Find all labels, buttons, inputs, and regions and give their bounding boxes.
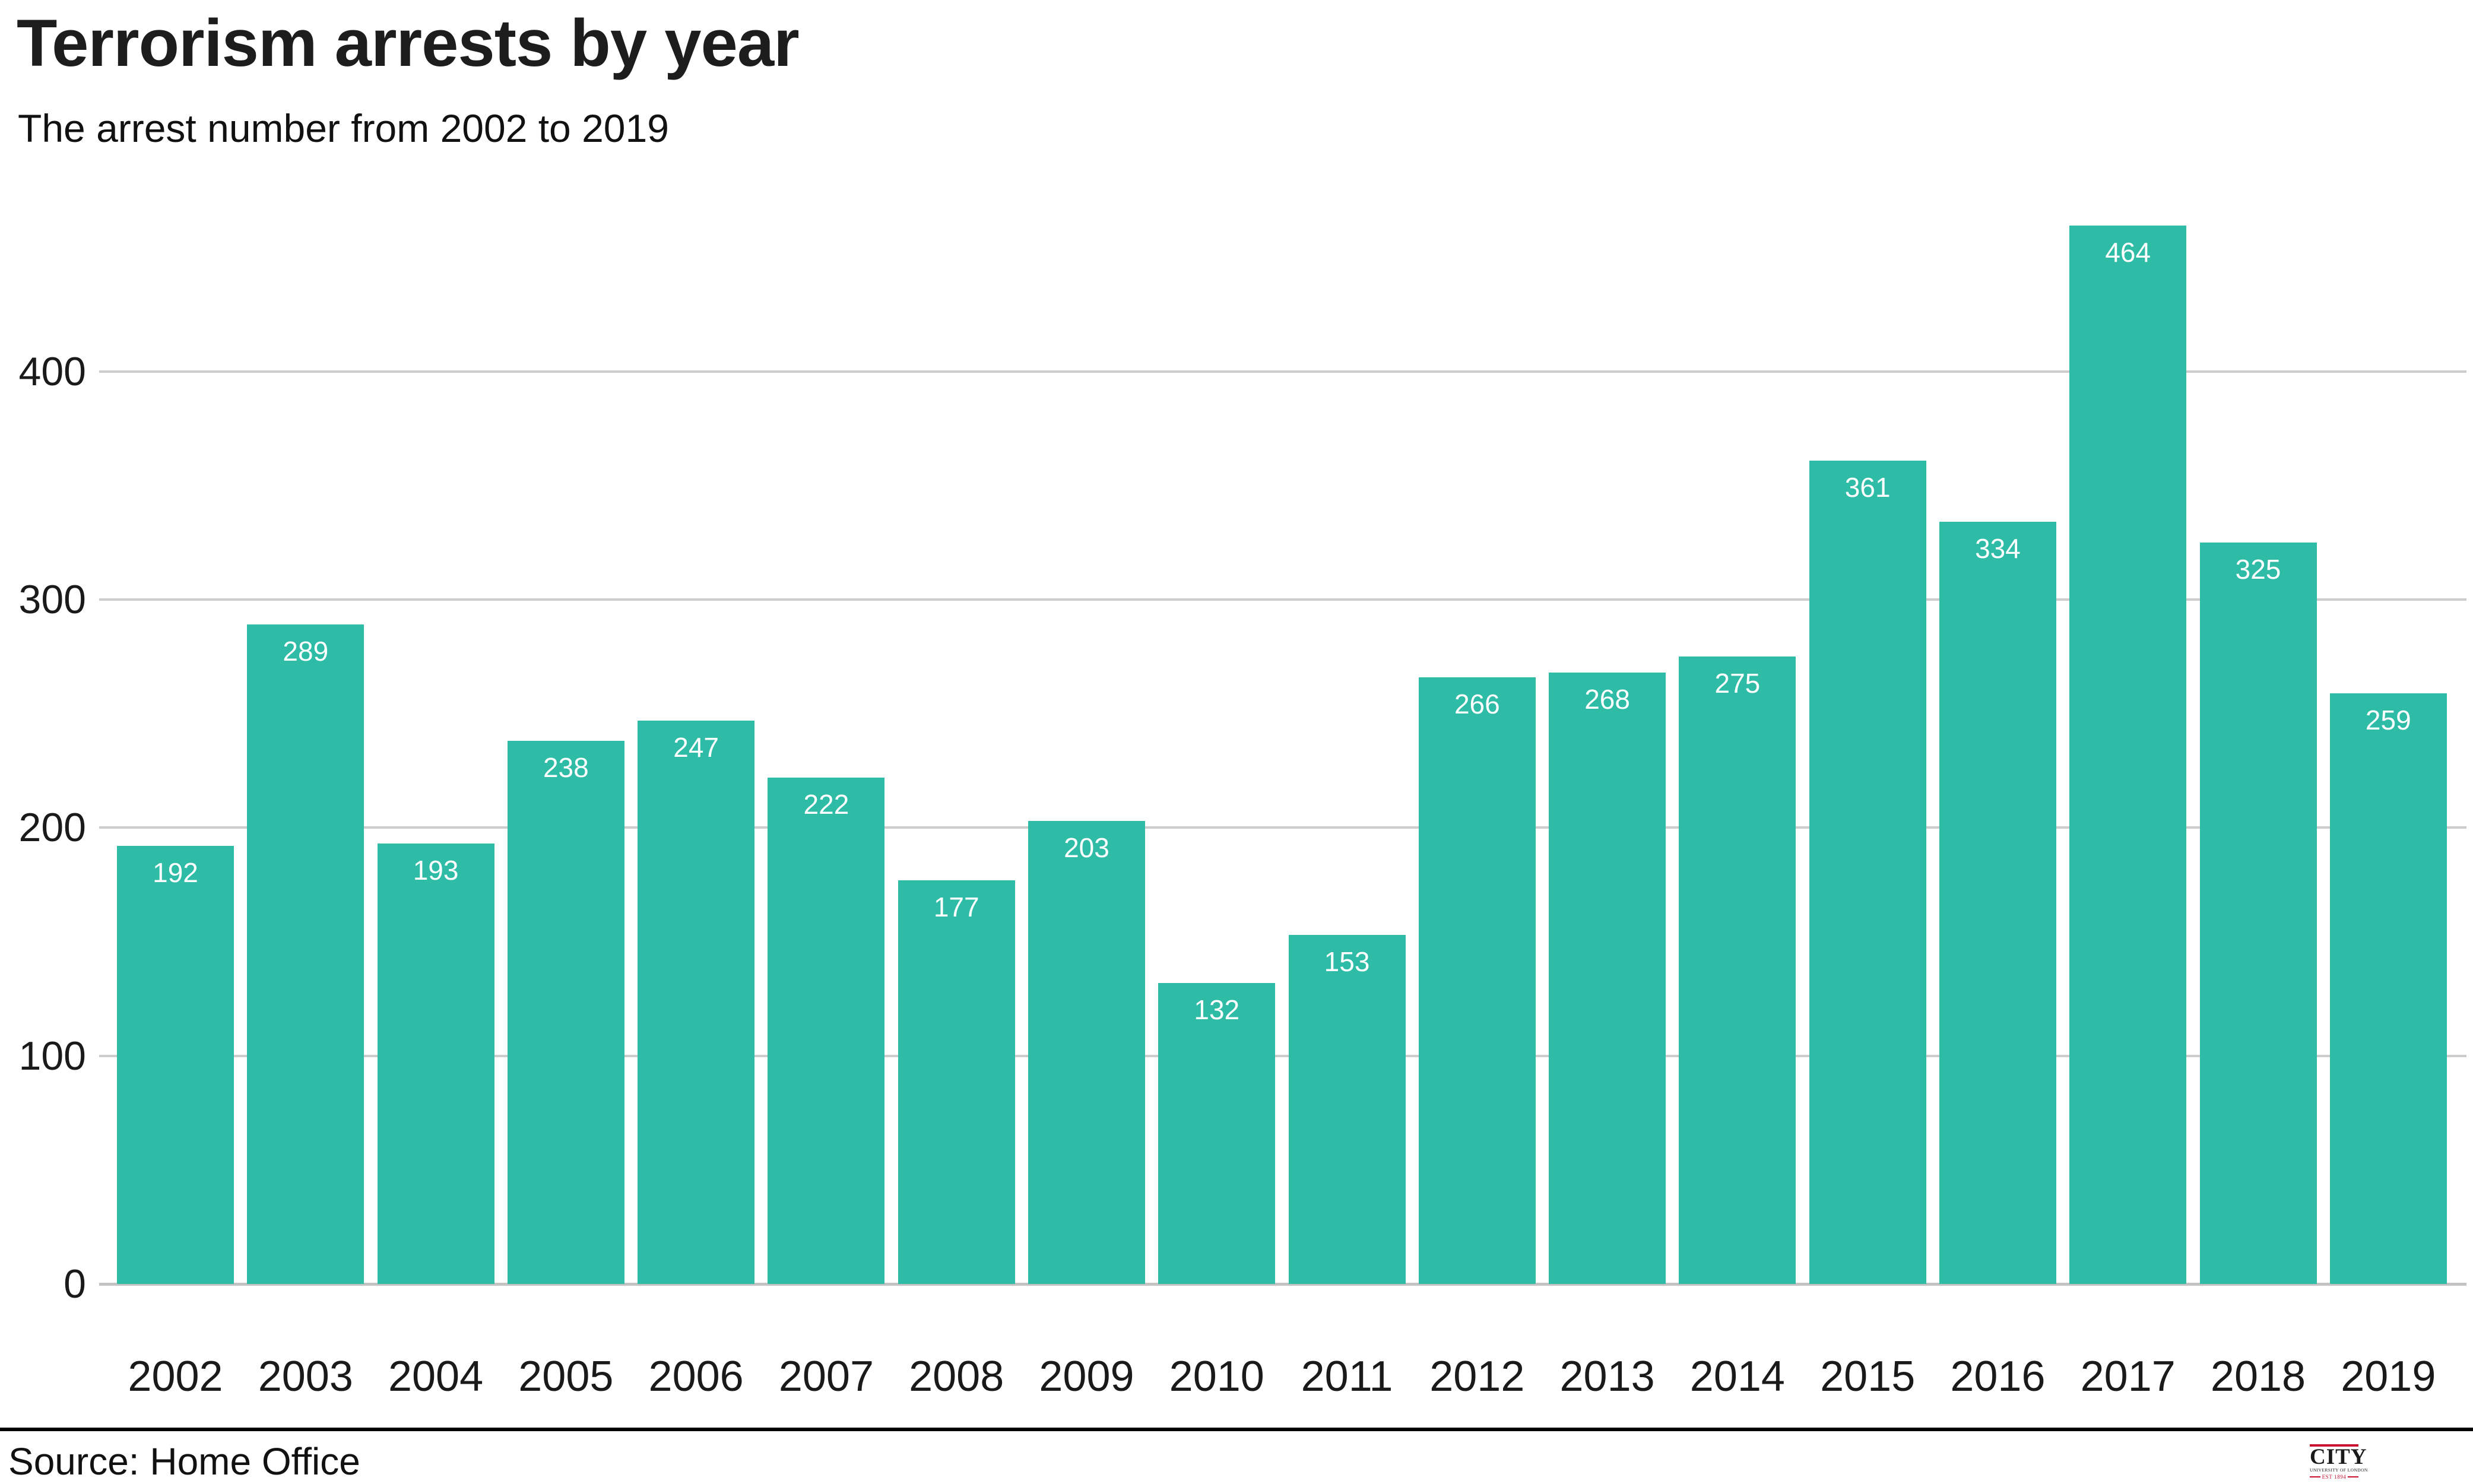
logo-top-rule: [2310, 1444, 2358, 1447]
x-tick-label-2006: 2006: [648, 1353, 744, 1400]
gridline-400: [99, 370, 2466, 373]
bar-value-label-2011: 153: [1324, 946, 1370, 977]
y-tick-label-0: 0: [64, 1261, 86, 1307]
bar-value-label-2010: 132: [1194, 994, 1240, 1025]
logo-wordmark: CITY: [2310, 1445, 2367, 1469]
bar-2019: 259: [2329, 693, 2447, 1284]
chart-title: Terrorism arrests by year: [17, 6, 800, 80]
x-tick-label-2016: 2016: [1950, 1353, 2046, 1400]
footer-divider-line: [0, 1428, 2473, 1431]
bar-value-label-2002: 192: [153, 857, 198, 888]
bar-2002: 192: [117, 846, 234, 1284]
bar-value-label-2017: 464: [2105, 237, 2151, 268]
bar-2004: 193: [377, 844, 494, 1284]
x-axis-tick-labels: 2002 2003 2004 2005 2006 2007 2008 2009 2010 2011…: [117, 1352, 2447, 1401]
bar-2018: 325: [2199, 543, 2317, 1284]
y-tick-label-400: 400: [18, 348, 86, 394]
bar-2009: 203: [1028, 821, 1145, 1284]
bar-2015: 361: [1809, 461, 1926, 1284]
bar-2014: 275: [1679, 657, 1796, 1284]
bar-value-label-2008: 177: [933, 892, 979, 922]
x-tick-label-2013: 2013: [1559, 1353, 1655, 1400]
gridline-100: [99, 1054, 2466, 1057]
bar-value-label-2006: 247: [673, 732, 719, 763]
logo-est-row: EST 1894: [2310, 1474, 2359, 1480]
bar-value-label-2005: 238: [543, 752, 589, 783]
bar-2017: 464: [2069, 226, 2187, 1284]
x-tick-label-2012: 2012: [1429, 1353, 1525, 1400]
gridline-0: [99, 1283, 2466, 1286]
logo-est-dash-left: [2310, 1476, 2320, 1477]
bar-value-label-2018: 325: [2235, 554, 2281, 585]
x-tick-label-2018: 2018: [2210, 1353, 2306, 1400]
bar-value-label-2004: 193: [413, 855, 459, 886]
bar-2016: 334: [1939, 522, 2056, 1284]
city-university-logo: CITY UNIVERSITY OF LONDON EST 1894: [2310, 1444, 2368, 1480]
bar-value-label-2009: 203: [1064, 832, 1109, 863]
bar-series: 192 289 193 238 247 222 177 203 132 153 266 268 275 3…: [117, 226, 2447, 1284]
x-tick-label-2008: 2008: [909, 1353, 1004, 1400]
x-tick-label-2019: 2019: [2341, 1353, 2436, 1400]
gridline-200: [99, 826, 2466, 829]
x-tick-label-2011: 2011: [1301, 1353, 1393, 1400]
x-tick-label-2014: 2014: [1689, 1353, 1785, 1400]
x-tick-label-2015: 2015: [1820, 1353, 1916, 1400]
bar-2008: 177: [898, 880, 1015, 1284]
bar-value-label-2012: 266: [1454, 689, 1500, 719]
y-tick-label-200: 200: [18, 805, 86, 851]
x-tick-label-2003: 2003: [258, 1353, 353, 1400]
bar-value-label-2013: 268: [1584, 684, 1630, 715]
y-tick-label-100: 100: [18, 1033, 86, 1079]
bar-2006: 247: [638, 721, 755, 1284]
source-label: Source: Home Office: [8, 1440, 360, 1483]
bar-2007: 222: [768, 778, 885, 1284]
bar-2010: 132: [1158, 983, 1276, 1284]
bar-value-label-2003: 289: [283, 636, 329, 667]
x-tick-label-2002: 2002: [128, 1353, 223, 1400]
bar-2003: 289: [247, 624, 364, 1284]
bar-value-label-2007: 222: [803, 789, 849, 820]
logo-est-text: EST 1894: [2322, 1474, 2347, 1480]
bar-2011: 153: [1288, 935, 1406, 1284]
gridline-300: [99, 598, 2466, 601]
bar-2005: 238: [507, 741, 624, 1284]
bar-value-label-2014: 275: [1714, 668, 1761, 699]
bar-value-label-2016: 334: [1975, 533, 2021, 564]
x-tick-label-2009: 2009: [1039, 1353, 1134, 1400]
bar-2013: 268: [1549, 673, 1666, 1284]
bar-2012: 266: [1418, 677, 1536, 1284]
logo-subname: UNIVERSITY OF LONDON: [2310, 1467, 2368, 1473]
x-tick-label-2017: 2017: [2080, 1353, 2176, 1400]
bar-value-label-2019: 259: [2365, 705, 2411, 735]
chart-subtitle: The arrest number from 2002 to 2019: [18, 106, 669, 150]
x-tick-label-2005: 2005: [518, 1353, 614, 1400]
x-tick-label-2007: 2007: [778, 1353, 874, 1400]
y-tick-label-300: 300: [18, 577, 86, 623]
x-tick-label-2010: 2010: [1169, 1353, 1264, 1400]
bar-value-label-2015: 361: [1844, 472, 1891, 503]
logo-est-dash-right: [2348, 1476, 2359, 1477]
x-tick-label-2004: 2004: [388, 1353, 484, 1400]
